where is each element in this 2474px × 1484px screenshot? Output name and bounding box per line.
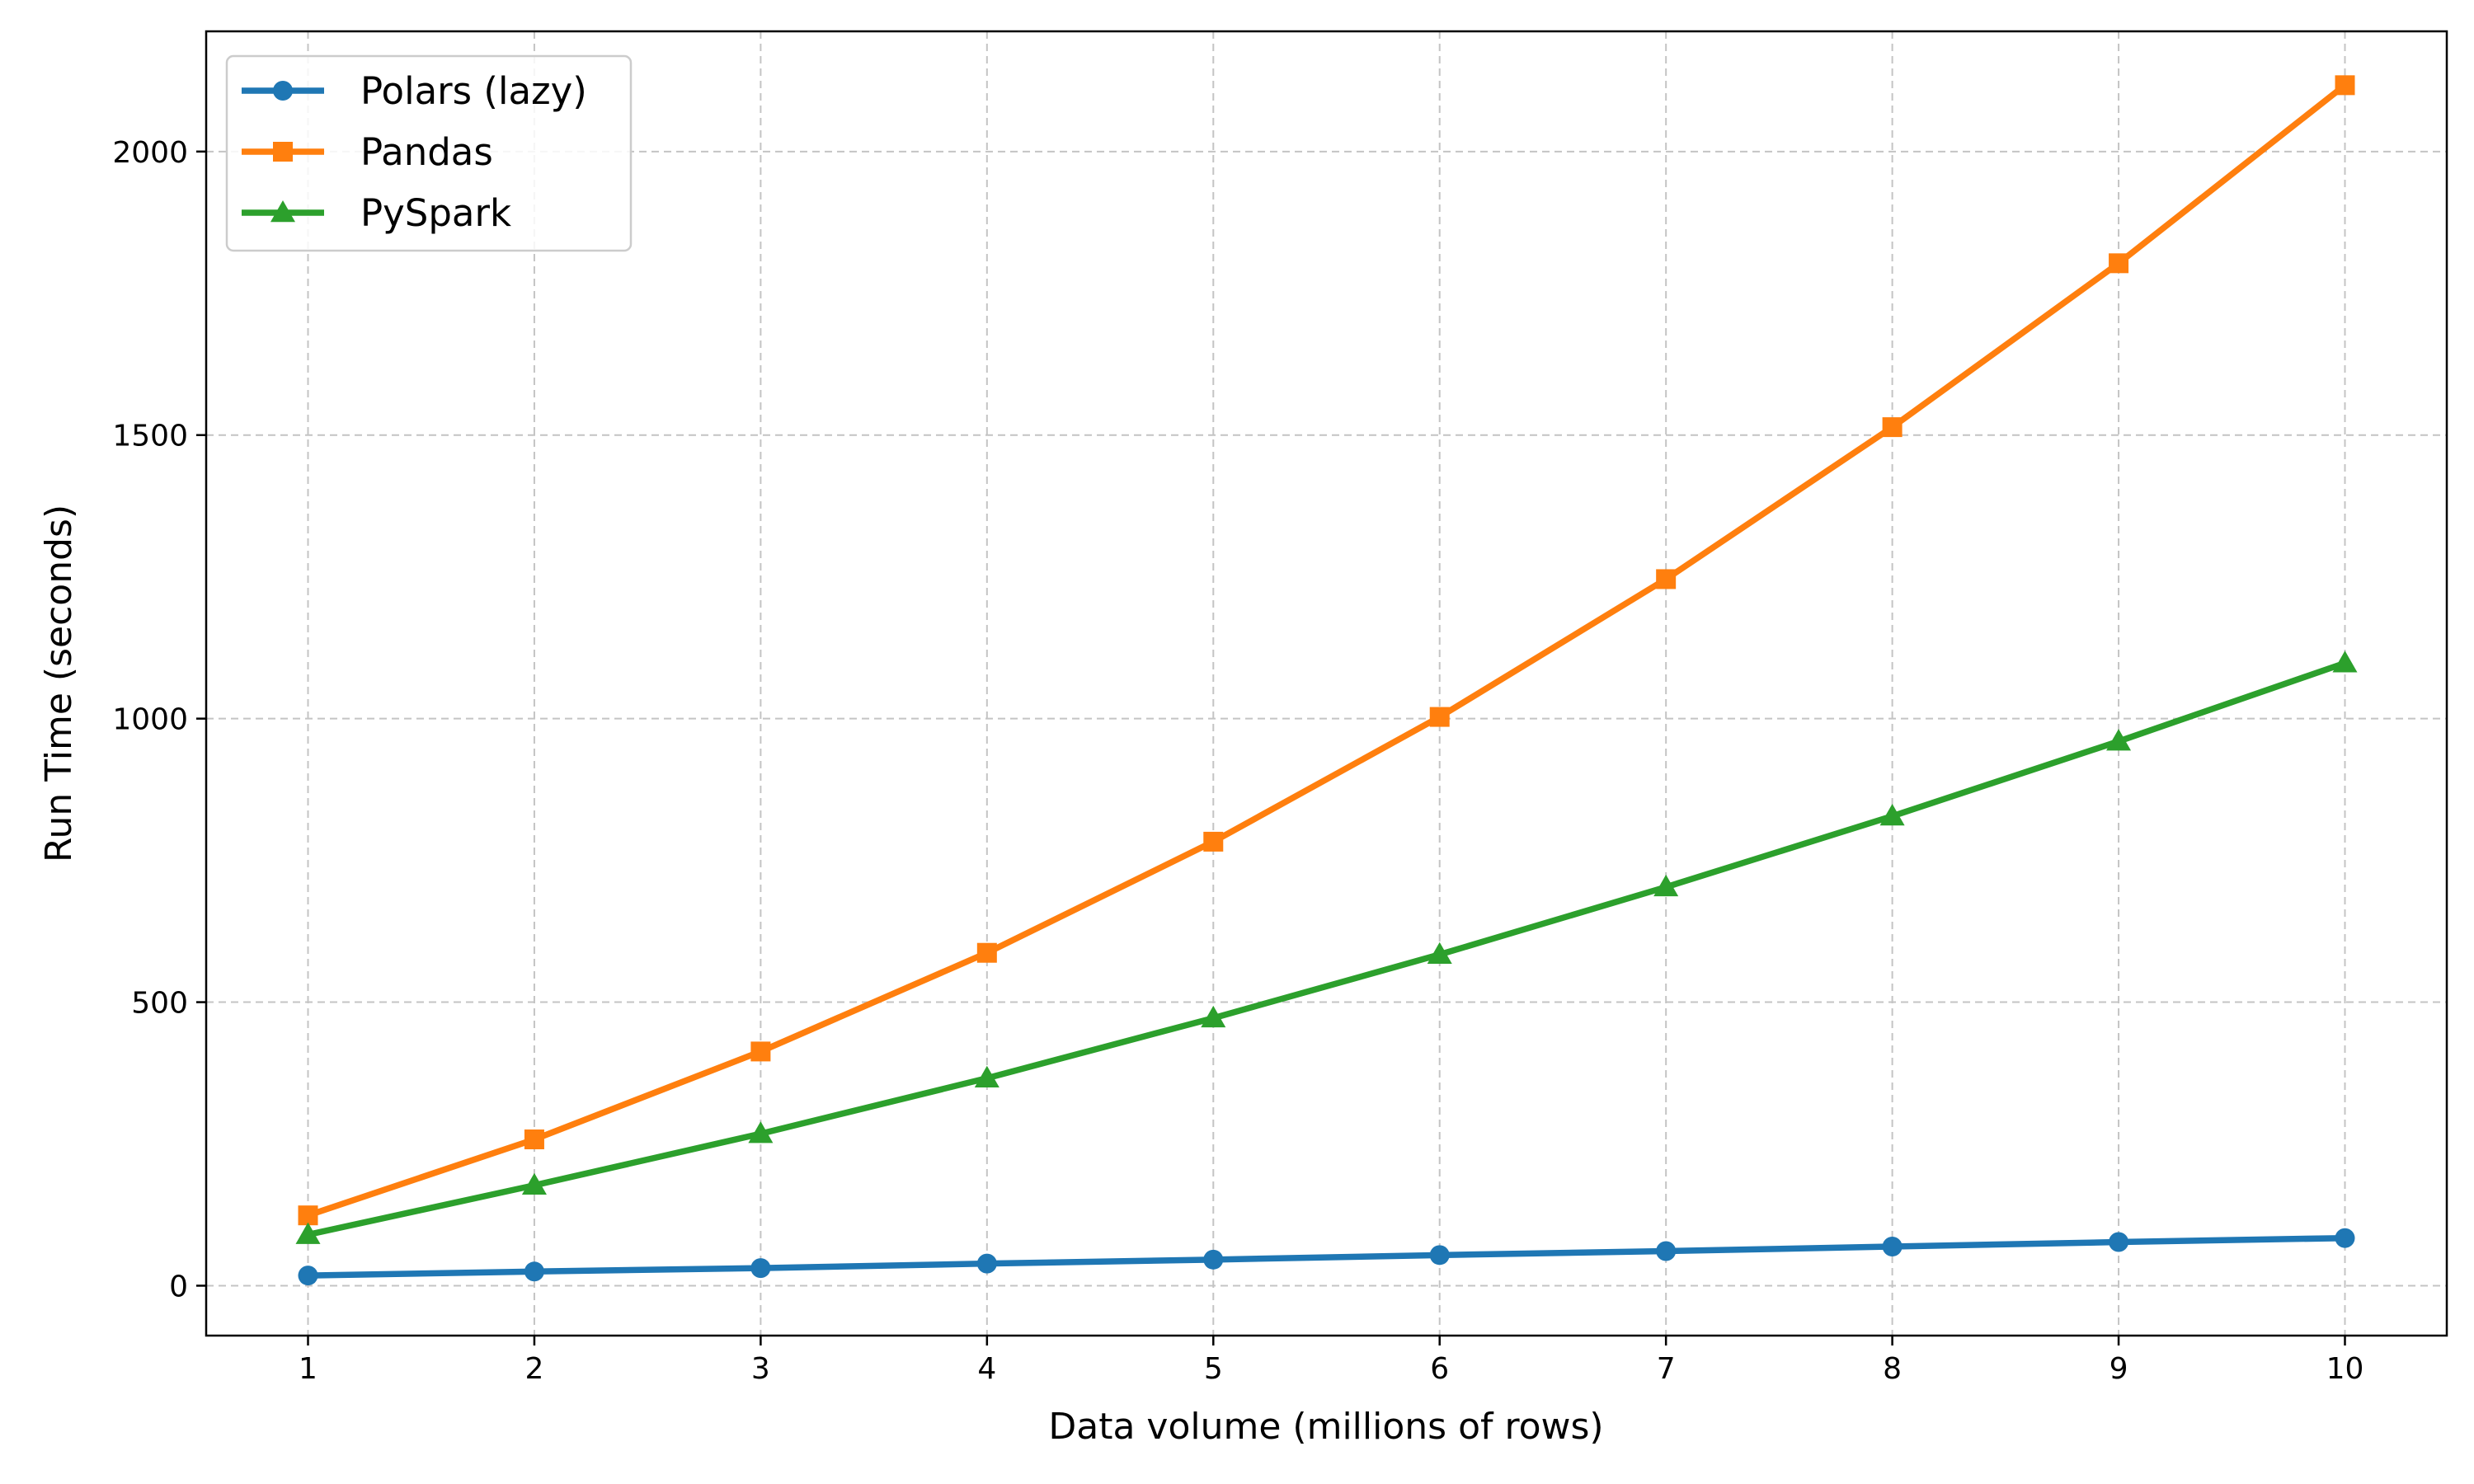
- legend-label: Polars (lazy): [360, 69, 587, 113]
- x-tick-label: 10: [2326, 1352, 2364, 1386]
- pyspark-point: [1653, 874, 1679, 897]
- pyspark-point: [748, 1121, 774, 1144]
- legend-item-polars-lazy: Polars (lazy): [242, 69, 587, 113]
- polars-lazy-point: [750, 1258, 771, 1279]
- x-tick-label: 9: [2109, 1352, 2128, 1386]
- pyspark-point: [1879, 803, 1905, 826]
- series-group: [295, 75, 2358, 1286]
- legend-swatch-marker: [270, 200, 295, 223]
- pyspark-point: [1201, 1005, 1226, 1028]
- y-tick-label: 1500: [112, 420, 188, 453]
- x-tick-label: 4: [977, 1352, 996, 1386]
- polars-lazy-point: [298, 1266, 318, 1286]
- y-tick-label: 0: [169, 1270, 188, 1303]
- legend-item-pyspark: PySpark: [242, 191, 511, 235]
- x-tick-label: 2: [524, 1352, 543, 1386]
- polars-lazy-point: [1882, 1237, 1903, 1257]
- x-axis-label: Data volume (millions of rows): [1048, 1406, 1603, 1448]
- pandas-point: [2335, 75, 2355, 96]
- pandas-point: [1429, 707, 1450, 727]
- polars-lazy-point: [2335, 1228, 2355, 1248]
- polars-lazy-point: [524, 1261, 544, 1282]
- pyspark-point: [2106, 729, 2132, 751]
- x-tick-label: 8: [1883, 1352, 1902, 1386]
- polars-lazy-point: [1656, 1241, 1677, 1261]
- pandas-line: [304, 82, 2349, 1219]
- pandas-point: [2109, 253, 2129, 274]
- y-tick-label: 2000: [112, 136, 188, 170]
- x-tick-label: 6: [1430, 1352, 1449, 1386]
- y-tick-label: 500: [131, 987, 188, 1021]
- polars-lazy-point: [976, 1253, 997, 1274]
- pyspark-point: [521, 1172, 547, 1195]
- pandas-point: [298, 1205, 318, 1226]
- pyspark-point: [295, 1222, 321, 1244]
- polars-lazy-point: [1203, 1249, 1224, 1270]
- polars-lazy-point: [1429, 1245, 1450, 1266]
- pandas-point: [750, 1041, 771, 1062]
- x-tick-label: 5: [1204, 1352, 1223, 1386]
- series-polars-lazy: [298, 1228, 2355, 1286]
- series-pandas: [298, 75, 2355, 1226]
- x-tick-label: 1: [299, 1352, 317, 1386]
- pyspark-point: [1427, 942, 1452, 965]
- pandas-point: [1882, 417, 1903, 438]
- legend-label: Pandas: [360, 130, 493, 174]
- legend: Polars (lazy) Pandas PySpark: [225, 54, 633, 252]
- legend-swatch-marker: [273, 142, 293, 162]
- polars-lazy-line: [304, 1234, 2349, 1279]
- series-pyspark: [295, 650, 2358, 1244]
- pyspark-point: [974, 1065, 999, 1087]
- pandas-point: [1656, 569, 1677, 589]
- axis-ticks: 1 2 3 4 5 6 7 8 9 10 0 500 1000 1500 2000: [112, 136, 2363, 1386]
- x-tick-label: 3: [751, 1352, 770, 1386]
- x-tick-label: 7: [1657, 1352, 1676, 1386]
- legend-item-pandas: Pandas: [242, 130, 493, 174]
- pyspark-point: [2332, 650, 2358, 673]
- legend-label: PySpark: [360, 191, 511, 235]
- pandas-point: [976, 942, 997, 963]
- y-tick-label: 1000: [112, 703, 188, 737]
- pandas-point: [524, 1129, 544, 1150]
- pandas-point: [1203, 831, 1224, 852]
- polars-lazy-point: [2109, 1232, 2129, 1252]
- legend-box: [225, 54, 633, 252]
- plot-frame: [205, 30, 2448, 1337]
- legend-swatch-marker: [273, 81, 293, 101]
- y-axis-label: Run Time (seconds): [38, 505, 80, 862]
- pyspark-line: [304, 660, 2349, 1238]
